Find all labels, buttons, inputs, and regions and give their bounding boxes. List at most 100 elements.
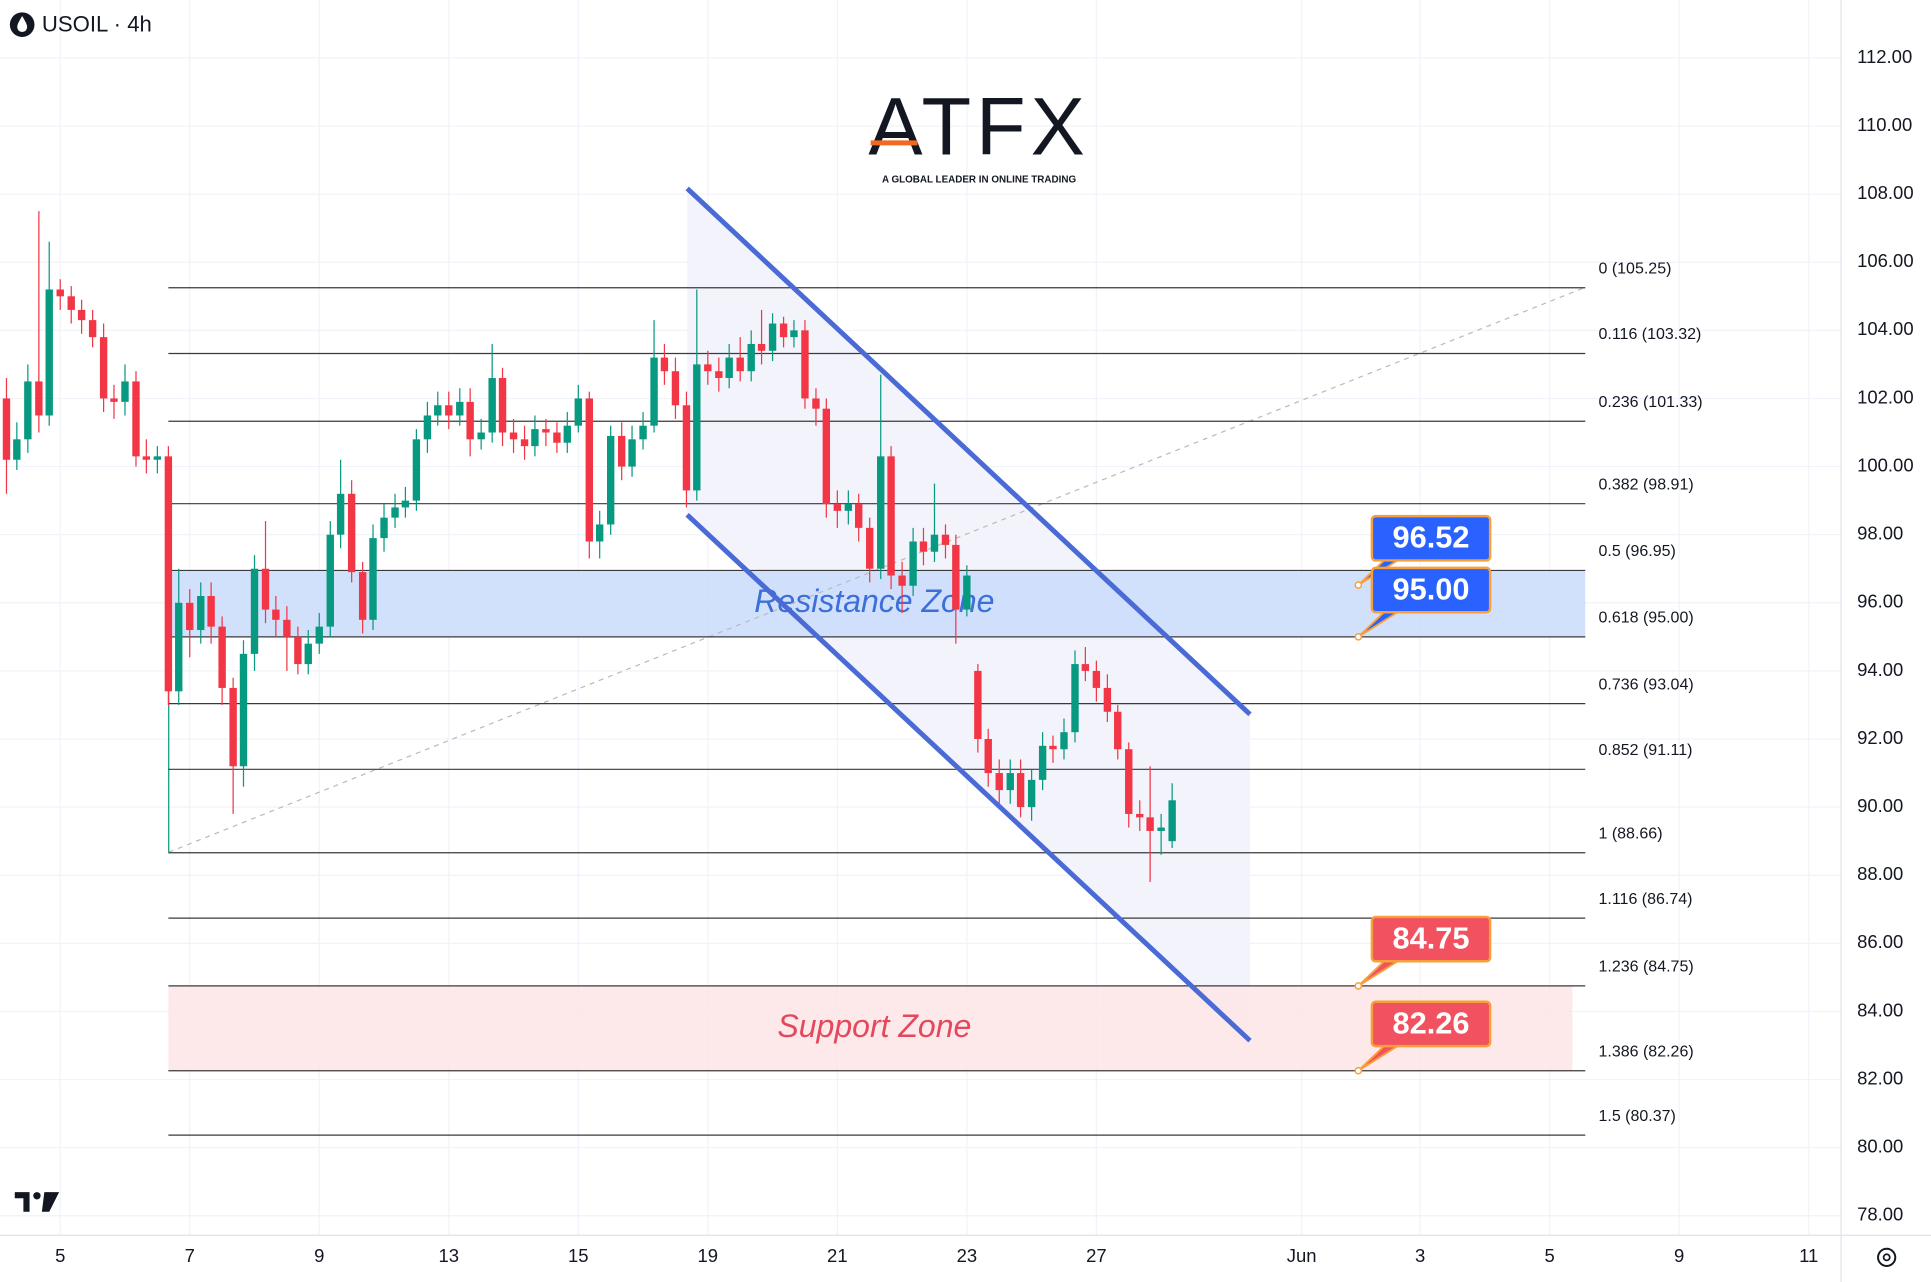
chart-title[interactable]: USOIL · 4h bbox=[42, 12, 152, 37]
y-tick-label: 78.00 bbox=[1857, 1204, 1903, 1225]
x-tick-label: 3 bbox=[1415, 1245, 1425, 1266]
candle-body bbox=[380, 517, 388, 539]
candle-body bbox=[919, 541, 928, 552]
candle-body bbox=[628, 439, 636, 467]
candle-body bbox=[35, 381, 43, 416]
y-tick-label: 84.00 bbox=[1857, 999, 1903, 1020]
candle-body bbox=[466, 401, 474, 440]
candle-body bbox=[315, 626, 323, 644]
callout-label: 82.26 bbox=[1393, 1005, 1470, 1040]
zone bbox=[168, 985, 1573, 1071]
candle-body bbox=[715, 371, 723, 379]
x-tick-label: 11 bbox=[1799, 1245, 1818, 1266]
candle-body bbox=[531, 429, 539, 447]
fib-label: 0.852 (91.11) bbox=[1598, 742, 1692, 759]
candle-body bbox=[13, 439, 21, 460]
y-tick-label: 92.00 bbox=[1857, 727, 1903, 748]
candle-body bbox=[488, 378, 496, 433]
logo: ATFX A GLOBAL LEADER IN ONLINE TRADING bbox=[868, 81, 1084, 185]
candle-body bbox=[866, 527, 874, 569]
candle-body bbox=[812, 398, 820, 409]
x-tick-label: 27 bbox=[1086, 1245, 1107, 1266]
fib-label: 0 (105.25) bbox=[1598, 261, 1671, 278]
candle-body bbox=[790, 330, 798, 338]
settings-icon[interactable] bbox=[1877, 1247, 1897, 1267]
candle-body bbox=[963, 575, 971, 610]
candle-body bbox=[941, 534, 950, 545]
candle-body bbox=[456, 401, 464, 416]
candle-body bbox=[1049, 745, 1057, 750]
y-tick-label: 80.00 bbox=[1857, 1136, 1903, 1157]
fib-label: 0.618 (95.00) bbox=[1598, 610, 1693, 627]
fib-label: 0.116 (103.32) bbox=[1598, 326, 1701, 343]
settings-gear[interactable] bbox=[1877, 1247, 1897, 1267]
zone-label: Support Zone bbox=[777, 1008, 971, 1044]
candle-body bbox=[930, 534, 939, 552]
x-tick-label: 23 bbox=[957, 1245, 978, 1266]
candle-body bbox=[822, 408, 831, 505]
candle-body bbox=[67, 296, 75, 310]
trend-dashed-line bbox=[168, 286, 1587, 853]
x-tick-label: 7 bbox=[185, 1245, 195, 1266]
candle-body bbox=[99, 337, 108, 399]
candle-body bbox=[984, 739, 992, 774]
y-tick-label: 82.00 bbox=[1857, 1067, 1903, 1088]
y-tick-label: 102.00 bbox=[1857, 386, 1913, 407]
candle-body bbox=[595, 524, 604, 542]
candle-body bbox=[88, 320, 97, 338]
candle-body bbox=[833, 504, 842, 511]
candle-body bbox=[132, 381, 140, 457]
candle-layer bbox=[2, 211, 1176, 883]
candle-body bbox=[693, 364, 701, 491]
candle-body bbox=[1103, 687, 1112, 712]
candle-body bbox=[207, 595, 215, 627]
callout-box bbox=[1370, 1000, 1492, 1048]
candle-body bbox=[1060, 732, 1068, 750]
x-tick-label: 21 bbox=[827, 1245, 848, 1266]
candle-body bbox=[995, 773, 1003, 791]
candle-body bbox=[1071, 664, 1079, 733]
candle-body bbox=[1038, 745, 1047, 780]
candle-body bbox=[186, 602, 194, 631]
y-tick-label: 98.00 bbox=[1857, 523, 1903, 544]
candle-body bbox=[412, 439, 421, 501]
y-tick-label: 108.00 bbox=[1857, 182, 1913, 203]
candle-body bbox=[563, 425, 571, 443]
fib-label: 0.736 (93.04) bbox=[1598, 676, 1693, 693]
x-tick-label: 15 bbox=[568, 1245, 589, 1266]
candle-body bbox=[671, 371, 680, 406]
candle-body bbox=[369, 538, 377, 620]
candle-body bbox=[1092, 670, 1101, 688]
candle-body bbox=[898, 575, 906, 586]
candle-body bbox=[801, 330, 809, 399]
y-tick-label: 88.00 bbox=[1857, 863, 1903, 884]
callout-box bbox=[1370, 514, 1492, 562]
fib-label: 0.5 (96.95) bbox=[1598, 543, 1675, 560]
tv-logo-part bbox=[41, 1192, 60, 1212]
candle-body bbox=[498, 378, 507, 433]
candle-body bbox=[974, 670, 982, 740]
candle-body bbox=[952, 544, 960, 610]
candle-body bbox=[326, 534, 334, 627]
candle-body bbox=[736, 357, 744, 372]
candle-body bbox=[542, 429, 550, 433]
candle-body bbox=[574, 398, 582, 426]
settings-gear-center[interactable] bbox=[1882, 1253, 1891, 1262]
fib-label: 1 (88.66) bbox=[1598, 826, 1662, 843]
candle-body bbox=[401, 500, 410, 508]
fib-layer: 0 (105.25) 0.116 (103.32) 0.236 (101.33) 0.… bbox=[168, 261, 1703, 1136]
candle-body bbox=[142, 456, 151, 460]
candle-body bbox=[391, 507, 399, 518]
candle-body bbox=[1114, 711, 1122, 750]
candle-body bbox=[304, 643, 312, 665]
candle-body bbox=[768, 323, 777, 351]
callout-box bbox=[1370, 915, 1492, 963]
x-tick-label: Jun bbox=[1287, 1245, 1317, 1266]
candle-body bbox=[261, 568, 270, 610]
tv-logo-part bbox=[33, 1192, 41, 1200]
callout-layer: 96.52 95.00 84.75 82.26 bbox=[1354, 514, 1492, 1075]
tv-logo bbox=[14, 1192, 60, 1212]
x-tick-label: 13 bbox=[439, 1245, 460, 1266]
